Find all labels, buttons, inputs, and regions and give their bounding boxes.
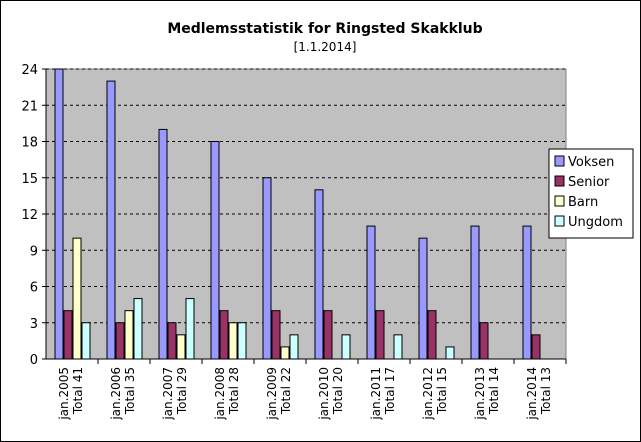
bar-barn (72, 237, 82, 360)
bar-senior (167, 322, 177, 360)
bar-ungdom (445, 346, 455, 360)
x-category-label: jan.2005 (57, 367, 71, 421)
bar-senior (271, 310, 281, 360)
bar-senior (323, 310, 333, 360)
chart-title: Medlemsstatistik for Ringsted Skakklub (167, 21, 482, 37)
bar-senior (427, 310, 437, 360)
y-tick-label: 18 (21, 136, 38, 151)
bar-voksen (522, 225, 532, 360)
bar-senior (531, 334, 541, 360)
bar-barn (176, 334, 186, 360)
x-category-label: jan.2006 (109, 367, 123, 421)
bar-ungdom (133, 298, 143, 360)
y-tick-label: 0 (30, 353, 38, 368)
bar-voksen (106, 80, 116, 360)
bar-barn (124, 310, 134, 360)
legend-swatch-voksen (554, 155, 565, 167)
x-category-total-label: Total 17 (383, 367, 397, 415)
bar-barn (228, 322, 238, 360)
bar-ungdom (81, 322, 91, 360)
bar-ungdom (289, 334, 299, 360)
bar-voksen (262, 177, 272, 360)
x-category-total-label: Total 13 (539, 367, 553, 415)
bar-ungdom (237, 322, 247, 360)
x-category-total-label: Total 20 (331, 367, 345, 415)
bar-senior (479, 322, 489, 360)
x-category-label: jan.2011 (369, 367, 383, 421)
bar-voksen (418, 237, 428, 360)
y-tick-label: 3 (30, 317, 38, 332)
bar-senior (219, 310, 229, 360)
bar-barn (280, 346, 290, 360)
legend-swatch-ungdom (554, 215, 565, 227)
y-tick-label: 12 (21, 208, 38, 223)
legend-label-senior: Senior (568, 175, 610, 190)
x-category-label: jan.2013 (473, 367, 487, 421)
x-category-total-label: Total 22 (279, 367, 293, 415)
x-category-total-label: Total 41 (71, 367, 85, 415)
x-category-label: jan.2009 (265, 367, 279, 421)
chart-subtitle: [1.1.2014] (294, 40, 357, 54)
x-category-total-label: Total 14 (487, 367, 501, 415)
x-category-total-label: Total 29 (175, 367, 189, 415)
bar-senior (375, 310, 385, 360)
legend-swatch-barn (554, 195, 565, 207)
x-category-total-label: Total 35 (123, 367, 137, 415)
bar-ungdom (341, 334, 351, 360)
bar-voksen (314, 189, 324, 360)
x-category-label: jan.2008 (213, 367, 227, 421)
y-tick-label: 24 (21, 63, 38, 78)
bar-voksen (366, 225, 376, 360)
y-tick-label: 6 (30, 281, 38, 296)
x-category-label: jan.2012 (421, 367, 435, 421)
bar-ungdom (393, 334, 403, 360)
bar-voksen (158, 128, 168, 360)
legend-label-ungdom: Ungdom (568, 215, 623, 230)
x-category-label: jan.2010 (317, 367, 331, 421)
legend-swatch-senior (554, 175, 565, 187)
legend-label-barn: Barn (568, 195, 598, 210)
bar-ungdom (185, 298, 195, 360)
x-category-total-label: Total 28 (227, 367, 241, 415)
x-category-total-label: Total 15 (435, 367, 449, 415)
y-tick-label: 21 (21, 99, 38, 114)
bar-senior (63, 310, 73, 360)
bar-voksen (210, 141, 220, 360)
x-category-label: jan.2007 (161, 367, 175, 421)
bar-voksen (54, 68, 64, 360)
bar-voksen (470, 225, 480, 360)
bar-senior (115, 322, 125, 360)
y-tick-label: 15 (21, 172, 38, 187)
x-category-label: jan.2014 (525, 367, 539, 421)
legend-label-voksen: Voksen (568, 155, 614, 170)
y-tick-label: 9 (30, 244, 38, 259)
